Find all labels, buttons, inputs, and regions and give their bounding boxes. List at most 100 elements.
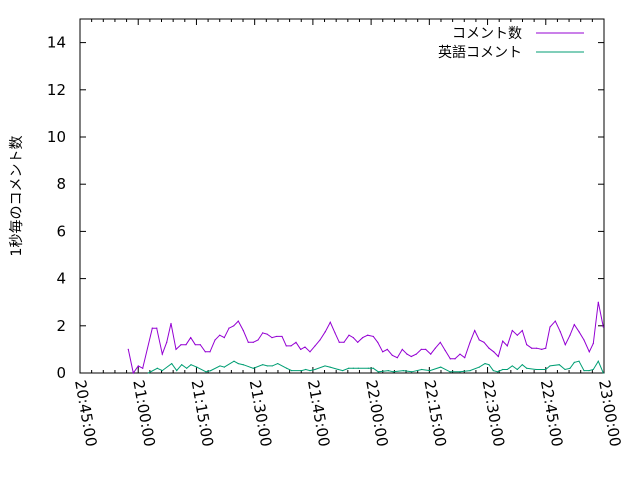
data-point — [464, 357, 466, 359]
data-point — [583, 339, 585, 341]
data-point — [516, 368, 518, 371]
data-point — [545, 347, 547, 349]
data-point — [271, 365, 273, 367]
data-point — [171, 362, 173, 365]
data-point — [199, 344, 201, 346]
data-point — [392, 371, 394, 373]
data-point — [247, 341, 249, 343]
data-point — [362, 337, 364, 339]
data-point — [357, 341, 359, 343]
data-point — [506, 368, 508, 371]
data-point — [137, 365, 139, 367]
data-point — [348, 367, 350, 369]
data-point — [223, 337, 225, 339]
data-point — [521, 329, 523, 332]
x-tick-label: 23:00:00 — [595, 379, 624, 448]
data-point — [334, 332, 336, 334]
series-line-1 — [148, 360, 604, 374]
data-point — [156, 367, 158, 369]
data-point — [166, 341, 168, 343]
data-point — [309, 351, 311, 353]
data-point — [324, 365, 326, 367]
data-point — [176, 370, 178, 372]
data-point — [439, 341, 441, 343]
data-point — [493, 351, 495, 353]
data-point — [242, 364, 244, 366]
data-point — [228, 327, 230, 329]
data-point — [592, 368, 594, 371]
data-point — [223, 366, 225, 368]
data-point — [415, 353, 417, 355]
data-point — [434, 347, 436, 349]
data-point — [474, 329, 476, 332]
data-point — [175, 348, 177, 350]
data-point — [549, 365, 551, 367]
legend: コメント数 英語コメント — [438, 26, 584, 61]
data-point — [342, 370, 344, 372]
data-point — [454, 358, 456, 360]
data-point — [329, 366, 331, 368]
data-point — [219, 334, 221, 336]
data-point — [559, 331, 561, 333]
data-point — [352, 367, 354, 369]
data-point — [569, 367, 571, 369]
data-point — [492, 370, 494, 372]
y-tick-label: 4 — [56, 270, 66, 288]
data-point — [285, 345, 287, 347]
data-point — [549, 326, 551, 328]
data-point — [545, 368, 547, 371]
data-point — [597, 360, 599, 362]
y-tick-label: 2 — [56, 317, 66, 335]
data-point — [396, 357, 398, 359]
data-point — [410, 355, 412, 358]
data-point — [271, 337, 273, 339]
data-point — [348, 334, 350, 336]
data-point — [343, 341, 345, 343]
data-point — [314, 345, 316, 347]
data-point — [583, 370, 585, 372]
data-point — [290, 345, 292, 347]
data-point — [511, 365, 513, 367]
data-point — [526, 344, 528, 346]
data-point — [578, 360, 580, 362]
data-point — [367, 334, 369, 336]
data-point — [257, 339, 259, 341]
data-point — [526, 367, 528, 369]
x-tick-label: 21:45:00 — [304, 379, 333, 448]
data-point — [488, 347, 490, 349]
data-point — [602, 326, 604, 328]
data-point — [516, 334, 518, 336]
data-point — [367, 367, 369, 369]
data-point — [186, 367, 188, 369]
data-point — [304, 346, 306, 348]
data-point — [469, 341, 471, 343]
data-point — [309, 370, 311, 372]
legend-label-1: 英語コメント — [438, 44, 522, 61]
data-point — [597, 301, 599, 303]
x-tick-label: 22:00:00 — [362, 379, 391, 448]
y-axis-label: 1秒毎のコメント数 — [9, 136, 25, 257]
data-point — [377, 341, 379, 343]
data-point — [488, 364, 490, 366]
data-point — [214, 339, 216, 341]
y-tick-label: 14 — [47, 34, 66, 52]
data-point — [161, 370, 163, 372]
data-point — [483, 341, 485, 343]
data-point — [196, 366, 198, 368]
data-point — [338, 341, 340, 343]
data-point — [190, 364, 192, 366]
data-point — [147, 372, 149, 374]
data-point — [180, 344, 182, 346]
data-point — [449, 358, 451, 360]
data-point — [237, 320, 239, 322]
x-tick-label: 22:30:00 — [479, 379, 508, 448]
data-point — [425, 348, 427, 350]
data-point — [314, 368, 316, 371]
x-tick-label: 21:00:00 — [129, 379, 158, 448]
data-point — [459, 371, 461, 373]
data-point — [444, 349, 446, 352]
data-point — [266, 365, 268, 367]
data-point — [252, 341, 254, 343]
data-point — [329, 321, 331, 323]
